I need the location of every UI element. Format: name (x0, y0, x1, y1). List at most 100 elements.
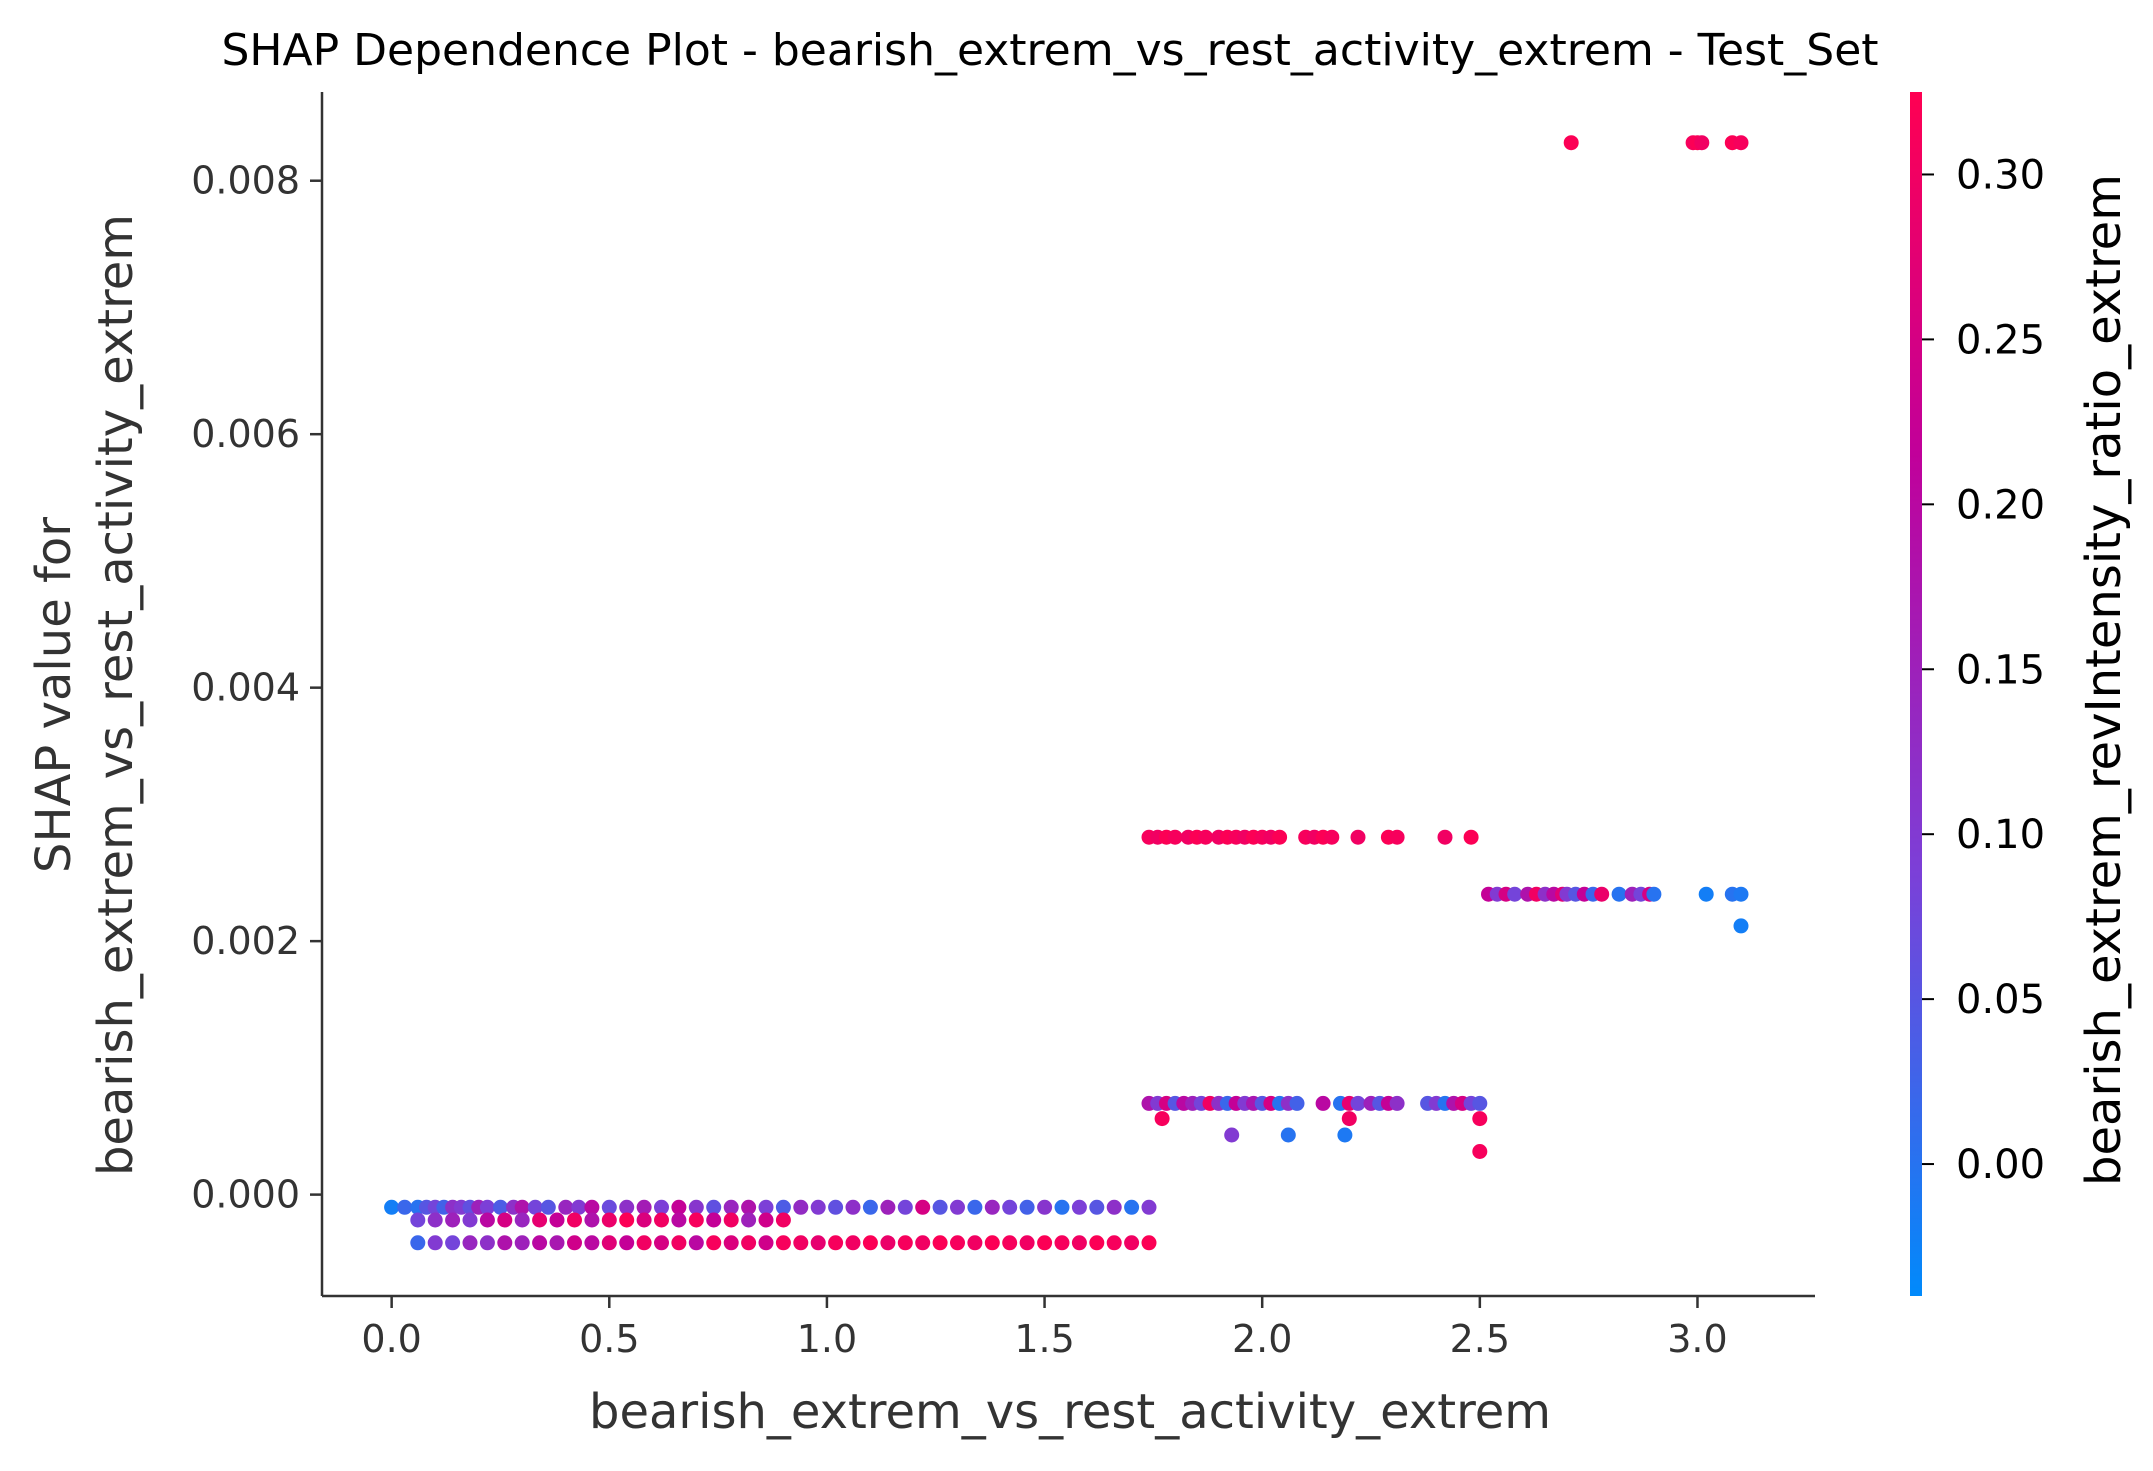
scatter-point (540, 1199, 556, 1215)
scatter-point (1071, 1199, 1087, 1215)
scatter-point (397, 1199, 413, 1215)
colorbar-ticks: 0.00 0.05 0.10 0.15 0.20 0.25 0.30 (1922, 152, 2045, 1188)
scatter-point (636, 1199, 652, 1215)
scatter-point (828, 1235, 844, 1251)
axes (320, 92, 1815, 1298)
scatter-point (758, 1212, 774, 1228)
scatter-point (862, 1235, 878, 1251)
scatter-point (445, 1212, 461, 1228)
scatter-point (1141, 1199, 1157, 1215)
scatter-point (828, 1199, 844, 1215)
scatter-point (932, 1235, 948, 1251)
scatter-point (1337, 1127, 1353, 1143)
scatter-point (671, 1235, 687, 1251)
scatter-point (915, 1199, 931, 1215)
scatter-point (571, 1199, 587, 1215)
scatter-point (479, 1199, 495, 1215)
scatter-point (758, 1235, 774, 1251)
scatter-point (527, 1199, 543, 1215)
scatter-point (1472, 1111, 1488, 1127)
scatter-point (532, 1235, 548, 1251)
scatter-point (1315, 1095, 1331, 1111)
scatter-point (793, 1199, 809, 1215)
scatter-point (1350, 829, 1366, 845)
scatter-point (880, 1235, 896, 1251)
scatter-point (1611, 886, 1627, 902)
scatter-point (1472, 1144, 1488, 1159)
scatter-point (1563, 135, 1579, 151)
y-tick-label: 0.008 (191, 159, 300, 203)
scatter-point (619, 1212, 635, 1228)
scatter-point (567, 1212, 582, 1228)
scatter-point (384, 1199, 400, 1215)
scatter-point (584, 1235, 600, 1251)
scatter-point (497, 1235, 513, 1251)
scatter-point (462, 1212, 478, 1228)
scatter-point (567, 1235, 582, 1251)
x-tick-label: 3.0 (1667, 1317, 1727, 1361)
scatter-point (706, 1212, 722, 1228)
scatter-point (932, 1199, 948, 1215)
scatter-point (1141, 1235, 1157, 1251)
scatter-point (1733, 135, 1749, 151)
x-tick-label: 2.0 (1232, 1317, 1292, 1361)
scatter-point (671, 1212, 687, 1228)
scatter-point (950, 1235, 965, 1251)
scatter-point (723, 1212, 739, 1228)
colorbar-tick-label: 0.25 (1956, 317, 2045, 363)
x-tick-label: 0.0 (361, 1317, 421, 1361)
scatter-points (384, 135, 1749, 1251)
scatter-point (1019, 1199, 1035, 1215)
scatter-point (950, 1199, 965, 1215)
scatter-point (688, 1212, 704, 1228)
scatter-point (1054, 1199, 1070, 1215)
scatter-point (1472, 1095, 1488, 1111)
scatter-point (1106, 1199, 1122, 1215)
scatter-point (741, 1235, 757, 1251)
scatter-point (967, 1235, 983, 1251)
scatter-point (810, 1235, 826, 1251)
colorbar-tick-label: 0.00 (1956, 1142, 2045, 1188)
scatter-point (1594, 886, 1610, 902)
scatter-point (1167, 829, 1183, 845)
scatter-point (636, 1235, 652, 1251)
scatter-point (741, 1199, 757, 1215)
scatter-point (1280, 1127, 1296, 1143)
scatter-point (654, 1199, 669, 1215)
scatter-point (1089, 1235, 1105, 1251)
scatter-point (897, 1235, 913, 1251)
scatter-point (984, 1235, 1000, 1251)
scatter-point (1646, 886, 1662, 902)
colorbar-tick-label: 0.20 (1956, 482, 2045, 528)
scatter-point (775, 1199, 791, 1215)
scatter-point (479, 1235, 495, 1251)
scatter-point (601, 1199, 617, 1215)
scatter-point (558, 1199, 574, 1215)
scatter-point (1733, 886, 1749, 902)
scatter-point (1124, 1235, 1140, 1251)
scatter-point (1350, 1095, 1366, 1111)
scatter-point (427, 1212, 443, 1228)
scatter-point (1289, 1095, 1305, 1111)
scatter-point (741, 1212, 757, 1228)
scatter-point (654, 1212, 669, 1228)
y-axis-label-line2: bearish_extrem_vs_rest_activity_extrem (88, 214, 144, 1176)
scatter-point (549, 1212, 565, 1228)
x-ticks: 0.0 0.5 1.0 1.5 2.0 2.5 3.0 (361, 1296, 1728, 1361)
scatter-point (671, 1199, 687, 1215)
scatter-point (845, 1199, 861, 1215)
scatter-point (1198, 829, 1214, 845)
x-tick-label: 1.5 (1014, 1317, 1074, 1361)
scatter-point (1124, 1199, 1140, 1215)
y-axis-label-line1: SHAP value for (26, 517, 82, 873)
scatter-point (1389, 829, 1405, 845)
scatter-point (1054, 1235, 1070, 1251)
scatter-point (706, 1235, 722, 1251)
scatter-point (915, 1235, 931, 1251)
scatter-point (810, 1199, 826, 1215)
scatter-point (601, 1235, 617, 1251)
scatter-point (532, 1212, 548, 1228)
scatter-point (1389, 1095, 1405, 1111)
scatter-point (1341, 1111, 1357, 1127)
y-tick-label: 0.000 (191, 1173, 300, 1217)
